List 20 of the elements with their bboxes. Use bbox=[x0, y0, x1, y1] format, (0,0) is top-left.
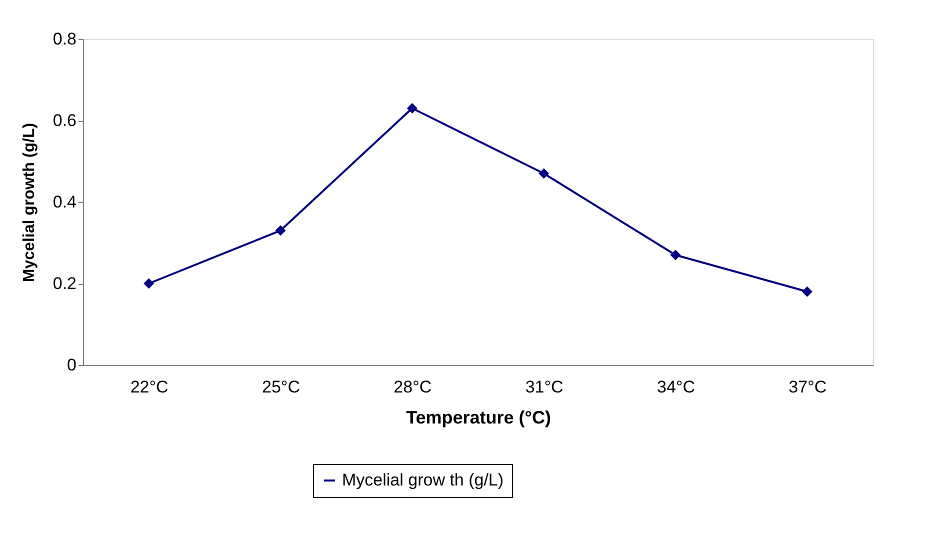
point bbox=[406, 103, 418, 114]
x-axis-title: Temperature (°C) bbox=[406, 408, 551, 428]
x-tick-label: 28°C bbox=[394, 378, 432, 396]
x-tick-label: 37°C bbox=[788, 378, 827, 396]
point bbox=[802, 286, 812, 297]
x-tick-label: 34°C bbox=[657, 378, 695, 396]
y-axis-title: Mycelial growth (g/L) bbox=[20, 122, 38, 282]
x-tick-label: 22°C bbox=[130, 378, 168, 396]
y-tick-label: 0.6 bbox=[52, 111, 76, 130]
y-tick-label: 0 bbox=[67, 356, 76, 374]
y-tick-label: 0.2 bbox=[52, 274, 76, 293]
point bbox=[538, 168, 550, 179]
legend-label: Mycelial grow th (g/L) bbox=[342, 470, 504, 490]
x-tick-label: 31°C bbox=[525, 378, 564, 396]
point bbox=[670, 250, 681, 260]
y-tick-label: 0.8 bbox=[52, 30, 76, 48]
x-tick-label: 25°C bbox=[262, 378, 300, 396]
point bbox=[275, 225, 286, 236]
point bbox=[144, 278, 154, 289]
y-tick-label: 0.4 bbox=[52, 192, 76, 212]
